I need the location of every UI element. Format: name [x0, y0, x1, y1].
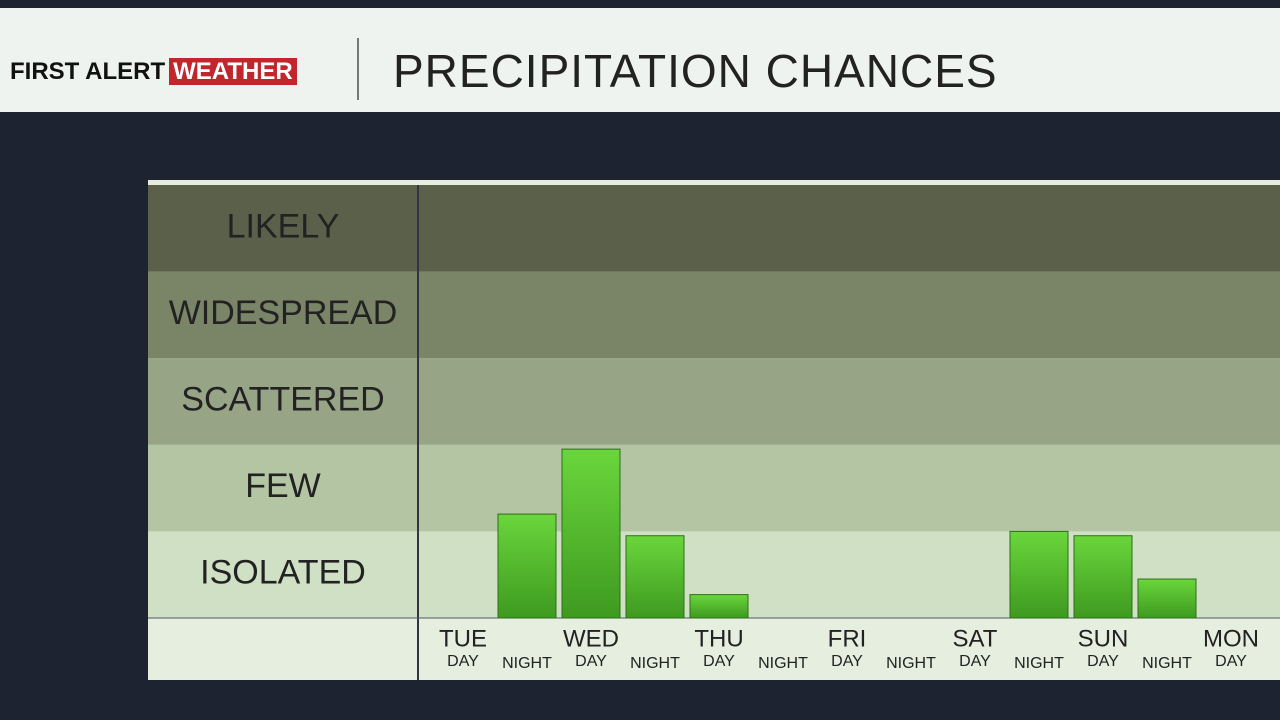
x-tick-label: NIGHT: [886, 655, 936, 672]
y-tick-label: ISOLATED: [200, 554, 366, 592]
chart-title: PRECIPITATION CHANCES: [393, 45, 998, 97]
logo-text: FIRST ALERT: [10, 58, 166, 85]
x-tick-label: DAY: [959, 653, 991, 670]
x-tick-label: DAY: [1215, 653, 1247, 670]
group-label: FRI: [828, 625, 867, 652]
group-label: WED: [563, 625, 619, 652]
x-tick-label: NIGHT: [1014, 655, 1064, 672]
y-tick-label: FEW: [245, 467, 321, 505]
y-tick-label: WIDESPREAD: [169, 294, 398, 332]
x-tick-label: DAY: [575, 653, 607, 670]
bar: [625, 535, 685, 619]
separator: [357, 38, 359, 100]
bar: [561, 448, 621, 619]
x-tick-label: NIGHT: [1142, 655, 1192, 672]
y-tick-label: SCATTERED: [181, 380, 384, 418]
x-tick-label: NIGHT: [630, 655, 680, 672]
group-label: MON: [1203, 625, 1259, 652]
x-tick-label: DAY: [1087, 653, 1119, 670]
logo: FIRST ALERT WEATHER: [10, 58, 297, 86]
group-label: SUN: [1078, 625, 1129, 652]
header: FIRST ALERT WEATHER PRECIPITATION CHANCES: [0, 8, 1280, 112]
y-tick-label: LIKELY: [227, 207, 340, 245]
x-tick-label: NIGHT: [502, 655, 552, 672]
group-label: TUE: [439, 625, 487, 652]
x-tick-label: DAY: [447, 653, 479, 670]
band: [148, 444, 1280, 532]
bar: [1009, 530, 1069, 619]
band: [148, 358, 1280, 445]
bar: [497, 513, 557, 619]
group-label: SAT: [953, 625, 998, 652]
x-tick-label: NIGHT: [758, 655, 808, 672]
bar: [1073, 535, 1133, 619]
logo-text: WEATHER: [169, 58, 297, 85]
group-label: THU: [694, 625, 743, 652]
x-tick-label: DAY: [703, 653, 735, 670]
bar: [689, 594, 749, 619]
x-tick-label: DAY: [831, 653, 863, 670]
bar: [1137, 578, 1197, 619]
band: [148, 271, 1280, 359]
band: [148, 185, 1280, 272]
